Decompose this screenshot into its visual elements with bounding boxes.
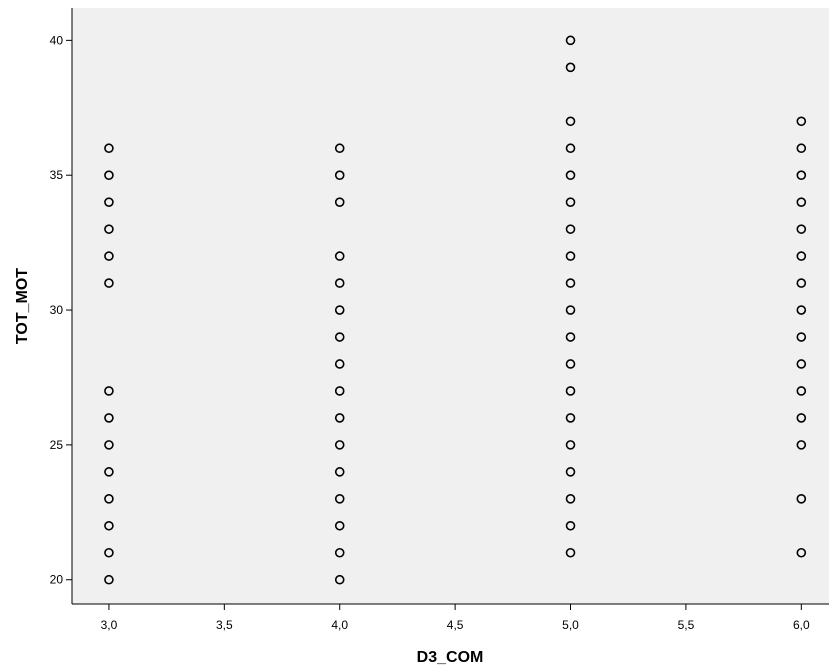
data-point	[796, 170, 807, 181]
data-point	[565, 278, 576, 288]
x-tick-label: 5,5	[678, 618, 695, 632]
data-point	[334, 143, 345, 154]
data-point	[334, 467, 345, 477]
data-point	[565, 332, 576, 342]
data-point	[334, 386, 345, 396]
data-point	[565, 494, 576, 504]
data-point	[565, 547, 576, 558]
x-ticks: 3,0 3,5 4,0 4,5 5,0 5,5 6,0	[101, 604, 810, 632]
data-point	[796, 224, 807, 234]
data-point	[565, 305, 576, 315]
data-point	[565, 170, 576, 181]
data-point	[796, 278, 807, 288]
y-tick-label: 40	[50, 33, 64, 47]
data-point	[565, 413, 576, 423]
data-point	[796, 305, 807, 315]
data-point	[796, 332, 807, 342]
data-point	[334, 494, 345, 504]
data-point	[796, 116, 807, 127]
data-point	[565, 467, 576, 477]
x-tick-label: 3,0	[101, 618, 118, 632]
data-point	[104, 386, 114, 396]
data-point	[334, 197, 345, 207]
data-point	[104, 143, 114, 154]
y-tick-label: 25	[50, 438, 64, 452]
x-tick-label: 6,0	[793, 618, 810, 632]
data-point	[334, 574, 345, 585]
data-point	[565, 197, 576, 207]
plot-area	[72, 8, 829, 604]
data-point	[565, 116, 576, 127]
data-point	[565, 251, 576, 261]
data-point	[104, 197, 114, 207]
data-point	[104, 278, 114, 288]
data-point	[565, 143, 576, 154]
data-point	[104, 547, 114, 558]
y-ticks: 20 25 30 35 40	[50, 33, 72, 587]
data-point	[334, 440, 345, 450]
data-point	[565, 62, 576, 73]
y-tick-label: 35	[50, 168, 64, 182]
data-point	[334, 278, 345, 288]
data-point	[796, 547, 807, 558]
data-point	[796, 386, 807, 396]
points-layer	[104, 35, 807, 585]
data-point	[334, 359, 345, 369]
data-point	[104, 251, 114, 261]
data-point	[796, 197, 807, 207]
data-point	[334, 413, 345, 423]
data-point	[104, 520, 114, 531]
data-point	[334, 251, 345, 261]
data-point	[796, 143, 807, 154]
x-tick-label: 4,0	[331, 618, 348, 632]
data-point	[565, 35, 576, 46]
data-point	[565, 224, 576, 234]
data-point	[796, 359, 807, 369]
y-tick-label: 20	[50, 573, 64, 587]
data-point	[334, 170, 345, 181]
x-axis-title: D3_COM	[417, 649, 484, 666]
data-point	[796, 251, 807, 261]
data-point	[104, 574, 114, 585]
x-tick-label: 5,0	[562, 618, 579, 632]
data-point	[565, 440, 576, 450]
data-point	[104, 224, 114, 234]
data-point	[104, 494, 114, 504]
data-point	[334, 305, 345, 315]
data-point	[334, 520, 345, 531]
data-point	[334, 332, 345, 342]
data-point	[334, 547, 345, 558]
data-point	[104, 440, 114, 450]
y-tick-label: 30	[50, 303, 64, 317]
data-point	[796, 494, 807, 504]
data-point	[104, 467, 114, 477]
y-axis-title: TOT_MOT	[14, 268, 31, 344]
data-point	[565, 520, 576, 531]
data-point	[565, 359, 576, 369]
data-point	[104, 170, 114, 181]
x-tick-label: 4,5	[447, 618, 464, 632]
data-point	[796, 413, 807, 423]
x-tick-label: 3,5	[216, 618, 233, 632]
data-point	[104, 413, 114, 423]
data-point	[565, 386, 576, 396]
data-point	[796, 440, 807, 450]
